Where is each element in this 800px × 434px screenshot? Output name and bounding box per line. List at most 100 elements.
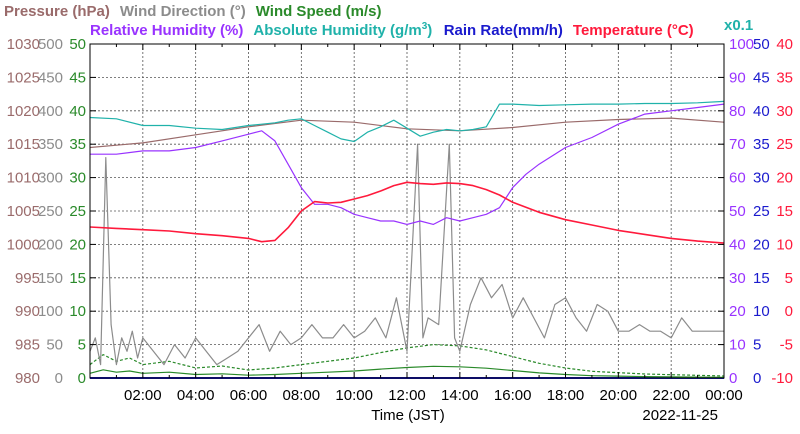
wind-speed-min-line xyxy=(89,365,725,378)
temperature-tick-label: -10 xyxy=(771,370,793,387)
rain-rate-tick-label: 10 xyxy=(753,303,770,320)
pressure-tick-label: 1005 xyxy=(7,203,40,220)
relative-humidity-line xyxy=(90,103,725,225)
humidity-tick-label: 40 xyxy=(729,236,746,253)
wind-direction-tick-label: 350 xyxy=(38,136,63,153)
wind-direction-tick-label: 200 xyxy=(38,236,63,253)
rain-rate-tick-label: 0 xyxy=(753,370,761,387)
x-tick-label: 20:00 xyxy=(600,387,638,404)
legend-scale-note: x0.1 xyxy=(724,17,753,34)
legend-item: Wind Speed (m/s) xyxy=(256,3,382,20)
wind-speed-tick-label: 20 xyxy=(69,236,86,253)
x-tick-label: 08:00 xyxy=(283,387,321,404)
pressure-tick-label: 1020 xyxy=(7,103,40,120)
wind-direction-tick-label: 500 xyxy=(38,36,63,53)
axis-layer: 9809859909951000100510101015102010251030… xyxy=(7,36,793,404)
temperature-tick-label: 0 xyxy=(785,303,793,320)
pressure-tick-label: 1025 xyxy=(7,69,40,86)
temperature-tick-label: 15 xyxy=(776,203,793,220)
humidity-tick-label: 90 xyxy=(729,69,746,86)
wind-direction-tick-label: 100 xyxy=(38,303,63,320)
pressure-tick-label: 980 xyxy=(15,370,40,387)
date-label: 2022-11-25 xyxy=(642,407,718,424)
wind-speed-tick-label: 5 xyxy=(78,337,86,354)
frame-layer xyxy=(89,43,725,379)
temperature-tick-label: 40 xyxy=(776,36,793,53)
pressure-tick-label: 995 xyxy=(15,270,40,287)
humidity-tick-label: 80 xyxy=(729,103,746,120)
humidity-tick-label: 0 xyxy=(729,370,737,387)
wind-speed-tick-label: 50 xyxy=(69,36,86,53)
temperature-tick-label: 35 xyxy=(776,69,793,86)
wind-speed-tick-label: 45 xyxy=(69,69,86,86)
rain-rate-tick-label: 20 xyxy=(753,236,770,253)
temperature-c-line xyxy=(89,181,725,244)
pressure-tick-label: 990 xyxy=(15,303,40,320)
rain-rate-tick-label: 5 xyxy=(753,337,761,354)
absolute-humidity-g-m3-line xyxy=(89,100,725,143)
wind-direction-tick-label: 50 xyxy=(46,337,63,354)
legend-item: Rain Rate(mm/h) xyxy=(444,22,563,39)
wind-direction-tick-label: 0 xyxy=(55,370,63,387)
pressure-tick-label: 1030 xyxy=(7,36,40,53)
legend-item: Absolute Humidity (g/m3) xyxy=(253,21,432,39)
grid-layer xyxy=(90,44,724,378)
legend-item: Pressure (hPa) xyxy=(4,3,110,20)
x-tick-label: 00:00 xyxy=(705,387,743,404)
x-tick-label: 14:00 xyxy=(441,387,479,404)
wind-speed-tick-label: 35 xyxy=(69,136,86,153)
x-tick-label: 06:00 xyxy=(230,387,268,404)
x-tick-label: 22:00 xyxy=(652,387,690,404)
wind-speed-m-s-line xyxy=(89,344,725,377)
humidity-tick-label: 70 xyxy=(729,136,746,153)
temperature-tick-label: 25 xyxy=(776,136,793,153)
wind-direction-tick-label: 450 xyxy=(38,69,63,86)
wind-speed-tick-label: 15 xyxy=(69,270,86,287)
wind-direction-tick-label: 150 xyxy=(38,270,63,287)
x-tick-label: 02:00 xyxy=(124,387,162,404)
wind-speed-tick-label: 10 xyxy=(69,303,86,320)
x-tick-label: 12:00 xyxy=(388,387,426,404)
legend-item: Relative Humidity (%) xyxy=(90,22,243,39)
temperature-tick-label: 30 xyxy=(776,103,793,120)
pressure-tick-label: 1010 xyxy=(7,170,40,187)
pressure-tick-label: 1000 xyxy=(7,236,40,253)
humidity-tick-label: 50 xyxy=(729,203,746,220)
humidity-tick-label: 60 xyxy=(729,170,746,187)
humidity-tick-label: 100 xyxy=(729,36,754,53)
temperature-tick-label: -5 xyxy=(780,337,793,354)
legend-layer: Pressure (hPa) Wind Direction (°) Wind Spe… xyxy=(4,3,753,39)
wind-direction-tick-label: 250 xyxy=(38,203,63,220)
humidity-tick-label: 20 xyxy=(729,303,746,320)
x-axis-label: Time (JST) xyxy=(371,407,445,424)
temperature-tick-label: 5 xyxy=(785,270,793,287)
humidity-tick-label: 10 xyxy=(729,337,746,354)
wind-direction-tick-label: 400 xyxy=(38,103,63,120)
pressure-tick-label: 985 xyxy=(15,337,40,354)
rain-rate-tick-label: 40 xyxy=(753,103,770,120)
pressure-tick-label: 1015 xyxy=(7,136,40,153)
x-tick-label: 18:00 xyxy=(547,387,585,404)
rain-rate-tick-label: 15 xyxy=(753,270,770,287)
temperature-tick-label: 10 xyxy=(776,236,793,253)
wind-direction-tick-label: 300 xyxy=(38,170,63,187)
humidity-tick-label: 30 xyxy=(729,270,746,287)
x-tick-label: 04:00 xyxy=(177,387,215,404)
legend-item: Wind Direction (°) xyxy=(120,3,246,20)
wind-speed-tick-label: 0 xyxy=(78,370,86,387)
wind-speed-tick-label: 40 xyxy=(69,103,86,120)
wind-speed-tick-label: 30 xyxy=(69,170,86,187)
wind-direction-line xyxy=(89,143,724,366)
legend-item: Temperature (°C) xyxy=(573,22,694,39)
rain-rate-tick-label: 50 xyxy=(753,36,770,53)
wind-speed-tick-label: 25 xyxy=(69,203,86,220)
rain-rate-tick-label: 35 xyxy=(753,136,770,153)
x-tick-label: 10:00 xyxy=(335,387,373,404)
rain-rate-tick-label: 25 xyxy=(753,203,770,220)
rain-rate-tick-label: 45 xyxy=(753,69,770,86)
rain-rate-tick-label: 30 xyxy=(753,170,770,187)
temperature-tick-label: 20 xyxy=(776,170,793,187)
x-tick-label: 16:00 xyxy=(494,387,532,404)
